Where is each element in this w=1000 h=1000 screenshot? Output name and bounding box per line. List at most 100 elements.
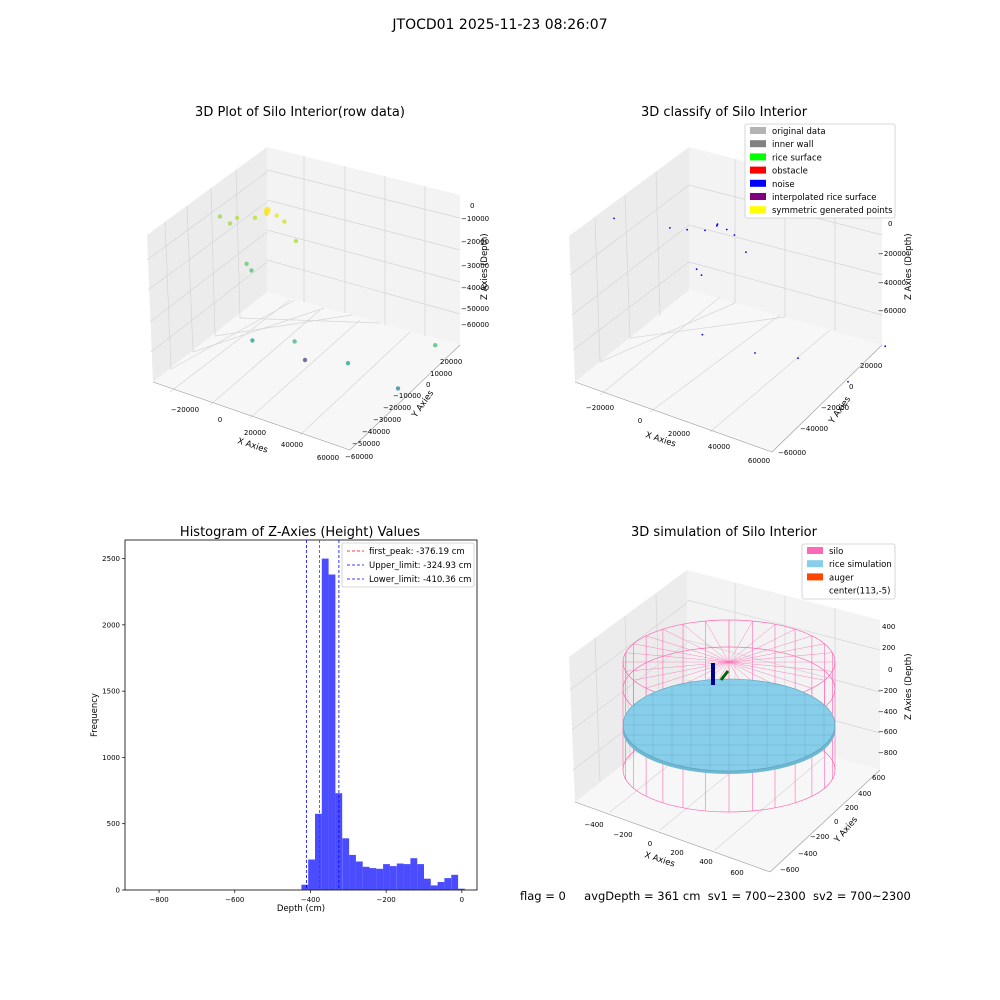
legend-label: inner wall (772, 140, 813, 150)
legend-label: symmetric generated points (772, 206, 893, 216)
noise-point (704, 229, 706, 232)
y-tick-label: −40000 (362, 428, 390, 436)
y-tick-label: 20000 (440, 358, 462, 366)
z-tick-labels: 0 −10000 −20000 −30000 −40000 −50000 −60… (461, 202, 489, 329)
z-tick-label: 0 (888, 666, 892, 674)
z-tick-label: −10000 (461, 215, 489, 223)
data-point (292, 339, 297, 344)
data-point (395, 386, 401, 391)
x-tick-label: −400 (584, 821, 603, 829)
data-point (302, 357, 308, 363)
data-point (252, 215, 258, 220)
x-tick-label: 600 (730, 869, 743, 877)
x-tick-label: 400 (699, 858, 712, 866)
silo-roof-wire (705, 621, 730, 663)
z-tick-label: −60000 (461, 321, 489, 329)
y-tick-labels: 600 400 200 0 −200 −400 −600 (780, 774, 885, 874)
sv2-text: sv2 = 700~2300 (812, 889, 911, 903)
z-tick-label: −400 (878, 708, 897, 716)
legend-label: Upper_limit: -324.93 cm (369, 561, 472, 571)
histogram-bar (430, 885, 438, 890)
noise-point (745, 251, 747, 254)
data-point (249, 268, 254, 273)
silo-roof-wire (728, 629, 796, 663)
z-tick-label: −50000 (461, 305, 489, 313)
legend-label: auger (829, 573, 854, 583)
x-tick-label: 20000 (668, 430, 690, 438)
legend-swatch (807, 573, 823, 581)
depth-histogram: Histogram of Z-Axies (Height) Values −80… (90, 525, 478, 914)
z-tick-labels: 0 −20000 −40000 −60000 (878, 220, 906, 315)
silo-roof-wire (646, 661, 730, 689)
y-tick-label: 2000 (102, 621, 120, 629)
x-tick-label: −600 (225, 896, 244, 904)
z-tick-label: −60000 (878, 307, 906, 315)
noise-point (884, 345, 887, 348)
scatter-points (217, 206, 438, 391)
legend-label: rice simulation (829, 560, 892, 570)
legend-swatch (750, 127, 766, 134)
legend-swatch (807, 560, 823, 568)
y-axis-label: Frequency (90, 693, 100, 737)
y-tick-labels: 20000 10000 0 −10000 −20000 −30000 −4000… (345, 358, 462, 461)
noise-point (686, 228, 688, 231)
z-tick-label: 200 (882, 644, 895, 652)
histogram-bar (315, 813, 322, 890)
legend-label: rice surface (772, 153, 822, 163)
noise-point (701, 333, 704, 336)
silo-roof-wire (633, 643, 730, 663)
histogram-bar (424, 878, 431, 890)
x-tick-label: −20000 (586, 404, 614, 412)
legend-swatch (750, 166, 766, 174)
chart-title: 3D classify of Silo Interior (641, 105, 808, 120)
legend-swatch (750, 179, 766, 187)
plot-frame (124, 539, 478, 891)
reference-lines (306, 540, 340, 890)
y-tick-label: −10000 (393, 392, 421, 400)
data-point (274, 213, 279, 218)
noise-point (695, 268, 698, 271)
z-tick-label: −20000 (461, 238, 489, 246)
legend-label: original data (772, 127, 826, 137)
y-tick-label: −60000 (778, 449, 806, 457)
legend-label: center(113,-5) (829, 587, 890, 597)
z-axis-label: Z Axies (Depth) (480, 233, 490, 300)
chart-title: 3D Plot of Silo Interior(row data) (195, 105, 405, 120)
data-point (217, 214, 223, 219)
x-tick-label: 40000 (708, 443, 730, 451)
histogram-bar (417, 864, 424, 890)
legend-swatch (750, 140, 766, 148)
noise-point (754, 352, 756, 354)
y-tick-label: −50000 (352, 440, 380, 448)
noise-point (716, 223, 719, 226)
x-tick-label: −200 (613, 831, 632, 839)
y-tick-label: 500 (107, 820, 120, 828)
y-tick-label: −200 (810, 833, 829, 841)
x-tick-label: −400 (301, 896, 320, 904)
data-point (345, 361, 351, 366)
legend-swatch (750, 153, 766, 161)
y-tick-label: −40000 (800, 425, 828, 433)
x-tick-label: −20000 (171, 406, 199, 414)
x-tick-label: 60000 (748, 457, 770, 465)
data-point (234, 215, 240, 221)
histogram-bar (355, 861, 363, 890)
legend-swatch (807, 547, 823, 554)
z-tick-labels: 400 200 0 −200 −400 −600 −800 (878, 623, 897, 757)
noise-point (797, 357, 799, 360)
auger (711, 663, 730, 685)
y-tick-label: −400 (798, 850, 817, 858)
y-tick-label: 600 (872, 774, 885, 782)
histogram-bars (301, 558, 465, 890)
z-tick-label: −200 (878, 687, 897, 695)
histogram-bar (342, 838, 350, 890)
legend: first_peak: -376.19 cm Upper_limit: -324.… (341, 542, 475, 588)
histogram-bar (458, 888, 465, 890)
data-point (433, 343, 438, 348)
y-tick-label: 2500 (102, 555, 120, 563)
status-footer: flag = 0 avgDepth = 361 cm sv1 = 700~230… (520, 889, 911, 903)
silo-roof-wire (728, 624, 776, 663)
data-point (244, 261, 249, 266)
y-tick-label: 400 (858, 790, 871, 798)
legend-label: first_peak: -376.19 cm (369, 547, 465, 557)
